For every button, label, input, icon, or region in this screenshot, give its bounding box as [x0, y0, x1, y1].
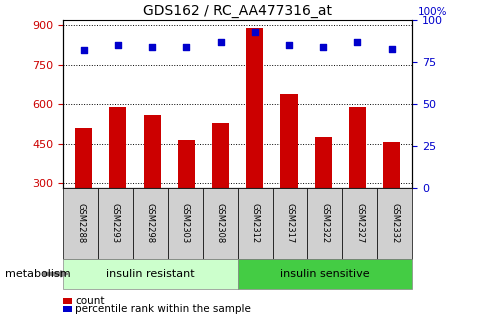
- Bar: [382, 142, 399, 262]
- Point: [182, 44, 190, 50]
- Bar: [280, 94, 297, 262]
- Point: [353, 39, 361, 45]
- Point: [387, 46, 395, 51]
- Text: 100%: 100%: [417, 7, 446, 17]
- Text: metabolism: metabolism: [5, 269, 70, 279]
- Point: [148, 44, 156, 50]
- Text: GSM2293: GSM2293: [111, 203, 120, 244]
- Point: [318, 44, 326, 50]
- Text: insulin sensitive: insulin sensitive: [280, 269, 369, 279]
- Bar: [212, 123, 228, 262]
- Point: [250, 29, 258, 35]
- Bar: [75, 128, 92, 262]
- Text: insulin resistant: insulin resistant: [106, 269, 194, 279]
- Text: GSM2317: GSM2317: [285, 203, 294, 244]
- Title: GDS162 / RC_AA477316_at: GDS162 / RC_AA477316_at: [143, 4, 332, 18]
- Bar: [246, 28, 263, 262]
- Text: count: count: [75, 296, 105, 306]
- Text: percentile rank within the sample: percentile rank within the sample: [75, 304, 251, 314]
- Text: GSM2308: GSM2308: [215, 203, 224, 244]
- Bar: [109, 107, 126, 262]
- Text: GSM2303: GSM2303: [181, 203, 189, 244]
- Bar: [314, 137, 331, 262]
- Point: [114, 43, 121, 48]
- Text: GSM2327: GSM2327: [355, 203, 363, 244]
- Bar: [143, 115, 160, 262]
- Text: GSM2312: GSM2312: [250, 203, 259, 244]
- Point: [216, 39, 224, 45]
- Text: GSM2322: GSM2322: [320, 203, 329, 244]
- Point: [285, 43, 292, 48]
- Bar: [348, 107, 365, 262]
- Bar: [177, 139, 195, 262]
- Text: GSM2298: GSM2298: [146, 203, 154, 244]
- Point: [79, 48, 87, 53]
- Text: GSM2288: GSM2288: [76, 203, 85, 244]
- Text: GSM2332: GSM2332: [390, 203, 398, 244]
